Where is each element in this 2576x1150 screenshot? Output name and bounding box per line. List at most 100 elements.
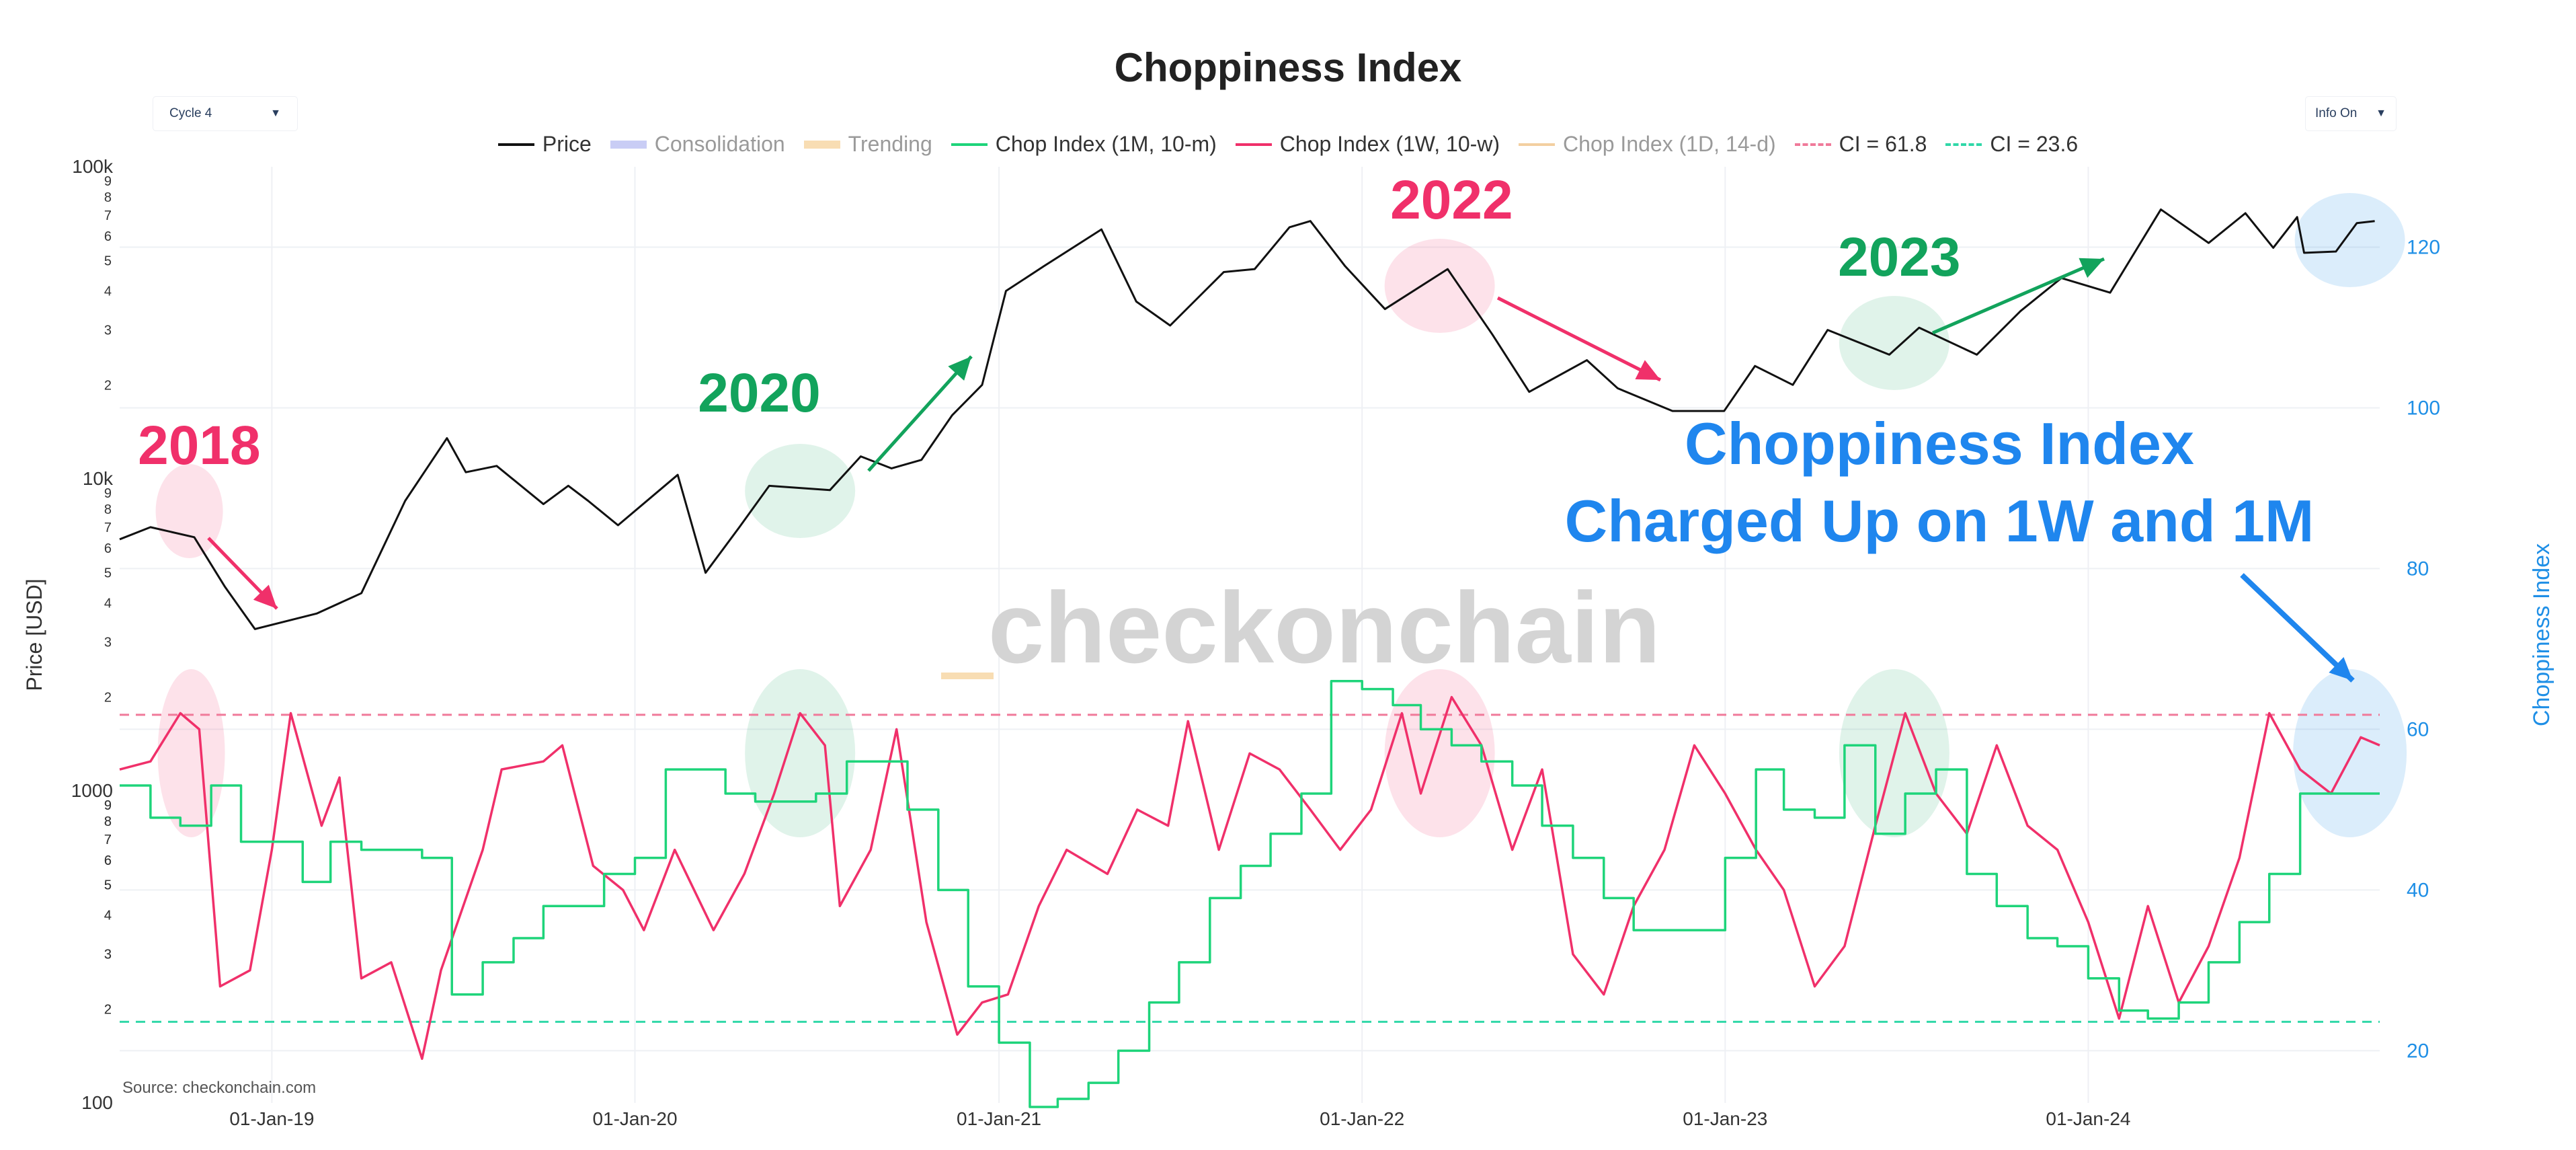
source-label: Source: checkonchain.com	[122, 1079, 316, 1097]
y-left-minor-tick-label: 5	[104, 878, 112, 893]
y-left-minor-tick-label: 9	[104, 798, 112, 813]
x-tick-label: 01-Jan-23	[1683, 1108, 1767, 1129]
legend-item[interactable]: CI = 23.6	[1945, 132, 2078, 157]
legend-swatch	[1794, 143, 1831, 146]
year-label: 2022	[1390, 169, 1513, 231]
highlight-ellipse-blue	[2294, 193, 2405, 287]
y-left-minor-tick-label: 9	[104, 486, 112, 501]
legend-label: CI = 61.8	[1839, 132, 1927, 156]
y-left-minor-tick-label: 3	[104, 948, 112, 962]
cycle-dropdown-value: Cycle 4	[169, 106, 212, 120]
legend-swatch	[1235, 143, 1272, 146]
legend-label: Trending	[848, 132, 932, 156]
legend-swatch	[951, 143, 988, 146]
arrow-head-icon	[253, 584, 277, 609]
y-left-minor-tick-label: 4	[104, 597, 112, 611]
legend-label: Chop Index (1W, 10-w)	[1279, 132, 1500, 156]
y-left-minor-tick-label: 8	[104, 814, 112, 829]
y-left-minor-tick-label: 6	[104, 853, 112, 868]
x-tick-label: 01-Jan-19	[229, 1108, 314, 1129]
y-left-minor-tick-label: 7	[104, 208, 112, 223]
axes: 01-Jan-19 01-Jan-20 01-Jan-21 01-Jan-22 01-J…	[22, 156, 2554, 1129]
x-tick-label: 01-Jan-22	[1320, 1108, 1404, 1129]
y-left-minor-tick-label: 4	[104, 284, 112, 299]
highlight-ellipse-pink	[1384, 239, 1495, 333]
year-label: 2020	[698, 362, 820, 424]
cycle-dropdown[interactable]: Cycle 4 ▼	[153, 97, 297, 130]
y-right-tick-label: 20	[2407, 1040, 2429, 1062]
y-left-minor-tick-label: 5	[104, 878, 112, 893]
legend-label: CI = 23.6	[1990, 132, 2079, 156]
highlight-ellipse-green	[745, 669, 856, 837]
legend-label: Price	[542, 132, 592, 156]
y-left-minor-tick-label: 4	[104, 909, 112, 923]
y-left-tick-label: 100k	[72, 156, 114, 177]
y-right-axis-title: Choppiness Index	[2529, 543, 2554, 726]
legend-item[interactable]: Trending	[803, 132, 932, 157]
y-left-tick-label: 10k	[83, 468, 114, 489]
watermark-accent	[941, 673, 994, 679]
arrow-line	[2240, 573, 2355, 683]
y-left-minor-tick-label: 2	[104, 378, 112, 393]
legend-label: Chop Index (1M, 10-m)	[995, 132, 1217, 156]
y-left-minor-tick-label: 3	[104, 636, 112, 650]
y-left-tick-label: 1000	[71, 780, 113, 801]
grid	[120, 167, 2380, 1103]
y-left-minor-tick-label: 9	[104, 174, 112, 189]
legend-swatch	[1945, 143, 1982, 146]
legend-item[interactable]: CI = 61.8	[1794, 132, 1927, 157]
legend-item[interactable]: Chop Index (1M, 10-m)	[951, 132, 1217, 157]
highlight-ellipse-green	[745, 444, 856, 538]
arrow-line	[1932, 257, 2105, 335]
series-line	[120, 679, 2380, 1108]
year-label: 2018	[138, 415, 260, 476]
y-left-minor-tick-label: 2	[104, 690, 112, 705]
legend-swatch	[610, 140, 647, 149]
legend-swatch	[497, 143, 534, 146]
arrow-head-icon	[948, 356, 971, 381]
y-left-minor-tick-label: 9	[104, 798, 112, 813]
highlight-ellipse-pink	[1384, 669, 1495, 837]
legend-item[interactable]: Chop Index (1D, 14-d)	[1519, 132, 1776, 157]
y-right-tick-label: 80	[2407, 558, 2429, 580]
y-left-minor-tick-label: 2	[104, 1002, 112, 1017]
y-left-minor-tick-label: 6	[104, 853, 112, 868]
x-tick-label: 01-Jan-20	[592, 1108, 677, 1129]
y-left-tick-label: 100	[81, 1092, 113, 1113]
x-tick-label: 01-Jan-24	[2046, 1108, 2130, 1129]
chevron-down-icon: ▼	[2376, 108, 2386, 119]
y-left-minor-tick-label: 7	[104, 833, 112, 847]
legend-label: Chop Index (1D, 14-d)	[1563, 132, 1776, 156]
y-left-minor-tick-label: 2	[104, 1002, 112, 1017]
legend-swatch	[803, 140, 840, 149]
legend-label: Consolidation	[654, 132, 785, 156]
x-tick-label: 01-Jan-21	[957, 1108, 1041, 1129]
highlight-ellipse-pink	[157, 669, 225, 837]
y-left-minor-tick-label: 7	[104, 833, 112, 847]
y-left-minor-tick-label: 5	[104, 566, 112, 581]
chart-title: Choppiness Index	[1114, 45, 1462, 90]
legend-item[interactable]: Consolidation	[610, 132, 785, 157]
callout-text: Charged Up on 1W and 1M	[1565, 488, 2315, 554]
legend: Price Consolidation Trending Chop Index (1M…	[0, 132, 2576, 157]
y-left-minor-tick-label: 3	[104, 948, 112, 962]
year-label: 2023	[1838, 227, 1960, 288]
y-left-minor-tick-label: 8	[104, 190, 112, 205]
arrow-head-icon	[1635, 360, 1660, 380]
highlight-ellipse-pink	[155, 464, 223, 558]
callout-text: Choppiness Index	[1685, 410, 2194, 477]
info-dropdown[interactable]: Info On ▼	[2306, 97, 2396, 130]
y-right-tick-label: 40	[2407, 879, 2429, 901]
legend-item[interactable]: Chop Index (1W, 10-w)	[1235, 132, 1500, 157]
arrow-line	[867, 355, 973, 472]
y-left-minor-tick-label: 8	[104, 814, 112, 829]
y-left-minor-tick-label: 4	[104, 909, 112, 923]
y-left-minor-tick-label: 3	[104, 323, 112, 338]
legend-item[interactable]: Price	[497, 132, 592, 157]
chevron-down-icon: ▼	[270, 108, 281, 119]
y-left-axis-title: Price [USD]	[22, 578, 46, 691]
y-left-minor-tick-label: 6	[104, 541, 112, 556]
y-right-tick-label: 120	[2407, 236, 2440, 258]
arrow-head-icon	[2329, 656, 2353, 681]
